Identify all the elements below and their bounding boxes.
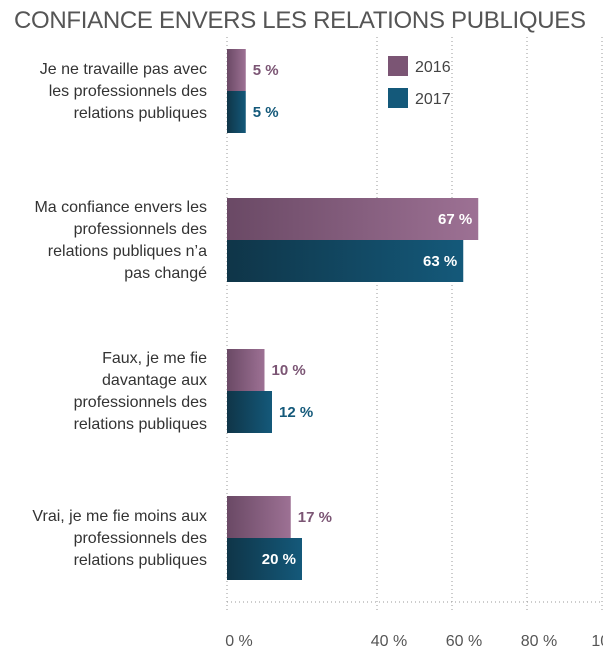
- category-label-line: davantage aux: [102, 372, 207, 389]
- chart-title: CONFIANCE ENVERS LES RELATIONS PUBLIQUES: [14, 7, 586, 34]
- x-tick-label: 0 %: [225, 633, 253, 650]
- x-axis: 0 % 40 % 60 % 80 % 100 %: [225, 633, 603, 650]
- x-tick-label: 80 %: [521, 633, 557, 650]
- legend-swatch-2017: [388, 88, 408, 108]
- x-tick-label: 40 %: [371, 633, 407, 650]
- value-label-2016-0: 5 %: [253, 62, 279, 79]
- category-label-line: Ma confiance envers les: [34, 199, 207, 216]
- value-label-2017-1: 63 %: [423, 253, 457, 270]
- category-label-line: relations publiques: [74, 552, 207, 569]
- legend-swatch-2016: [388, 56, 408, 76]
- bar-2017-3: [227, 538, 302, 580]
- legend: 2016 2017: [388, 56, 451, 108]
- value-label-2017-0: 5 %: [253, 104, 279, 121]
- bars-layer: 5 % 5 % 67 % 63 % 10 % 12 % 17 % 20 %: [227, 49, 479, 580]
- category-label-line: relations publiques: [74, 105, 207, 122]
- category-labels: Je ne travaille pas avec les professionne…: [32, 61, 207, 569]
- value-label-2017-2: 12 %: [279, 404, 313, 421]
- bar-2017-2: [227, 391, 272, 433]
- category-label-line: relations publiques n’a: [48, 243, 207, 260]
- value-label-2017-3: 20 %: [262, 551, 296, 568]
- category-label-line: Je ne travaille pas avec: [40, 61, 207, 78]
- x-tick-label: 60 %: [446, 633, 482, 650]
- category-label-2: Faux, je me fie davantage aux professionne…: [74, 350, 208, 433]
- bar-2016-0: [227, 49, 246, 91]
- value-label-2016-2: 10 %: [272, 362, 306, 379]
- bar-2017-1: [227, 240, 464, 282]
- category-label-line: professionnels des: [74, 530, 207, 547]
- value-label-2016-1: 67 %: [438, 211, 472, 228]
- legend-label-2016: 2016: [415, 59, 451, 76]
- bar-2016-3: [227, 496, 291, 538]
- category-label-line: relations publiques: [74, 416, 207, 433]
- grid-layer: [226, 37, 603, 612]
- category-label-line: professionnels des: [74, 394, 207, 411]
- category-label-line: pas changé: [124, 265, 207, 282]
- category-label-3: Vrai, je me fie moins aux professionnels …: [32, 508, 207, 569]
- category-label-line: Vrai, je me fie moins aux: [32, 508, 207, 525]
- bar-2016-1: [227, 198, 479, 240]
- bar-2016-2: [227, 349, 265, 391]
- category-label-1: Ma confiance envers les professionnels de…: [34, 199, 207, 282]
- category-label-line: les professionnels des: [49, 83, 207, 100]
- value-label-2016-3: 17 %: [298, 509, 332, 526]
- x-tick-label: 100 %: [591, 633, 603, 650]
- bar-2017-0: [227, 91, 246, 133]
- category-label-line: Faux, je me fie: [102, 350, 207, 367]
- legend-label-2017: 2017: [415, 91, 451, 108]
- category-label-0: Je ne travaille pas avec les professionne…: [40, 61, 207, 122]
- category-label-line: professionnels des: [74, 221, 207, 238]
